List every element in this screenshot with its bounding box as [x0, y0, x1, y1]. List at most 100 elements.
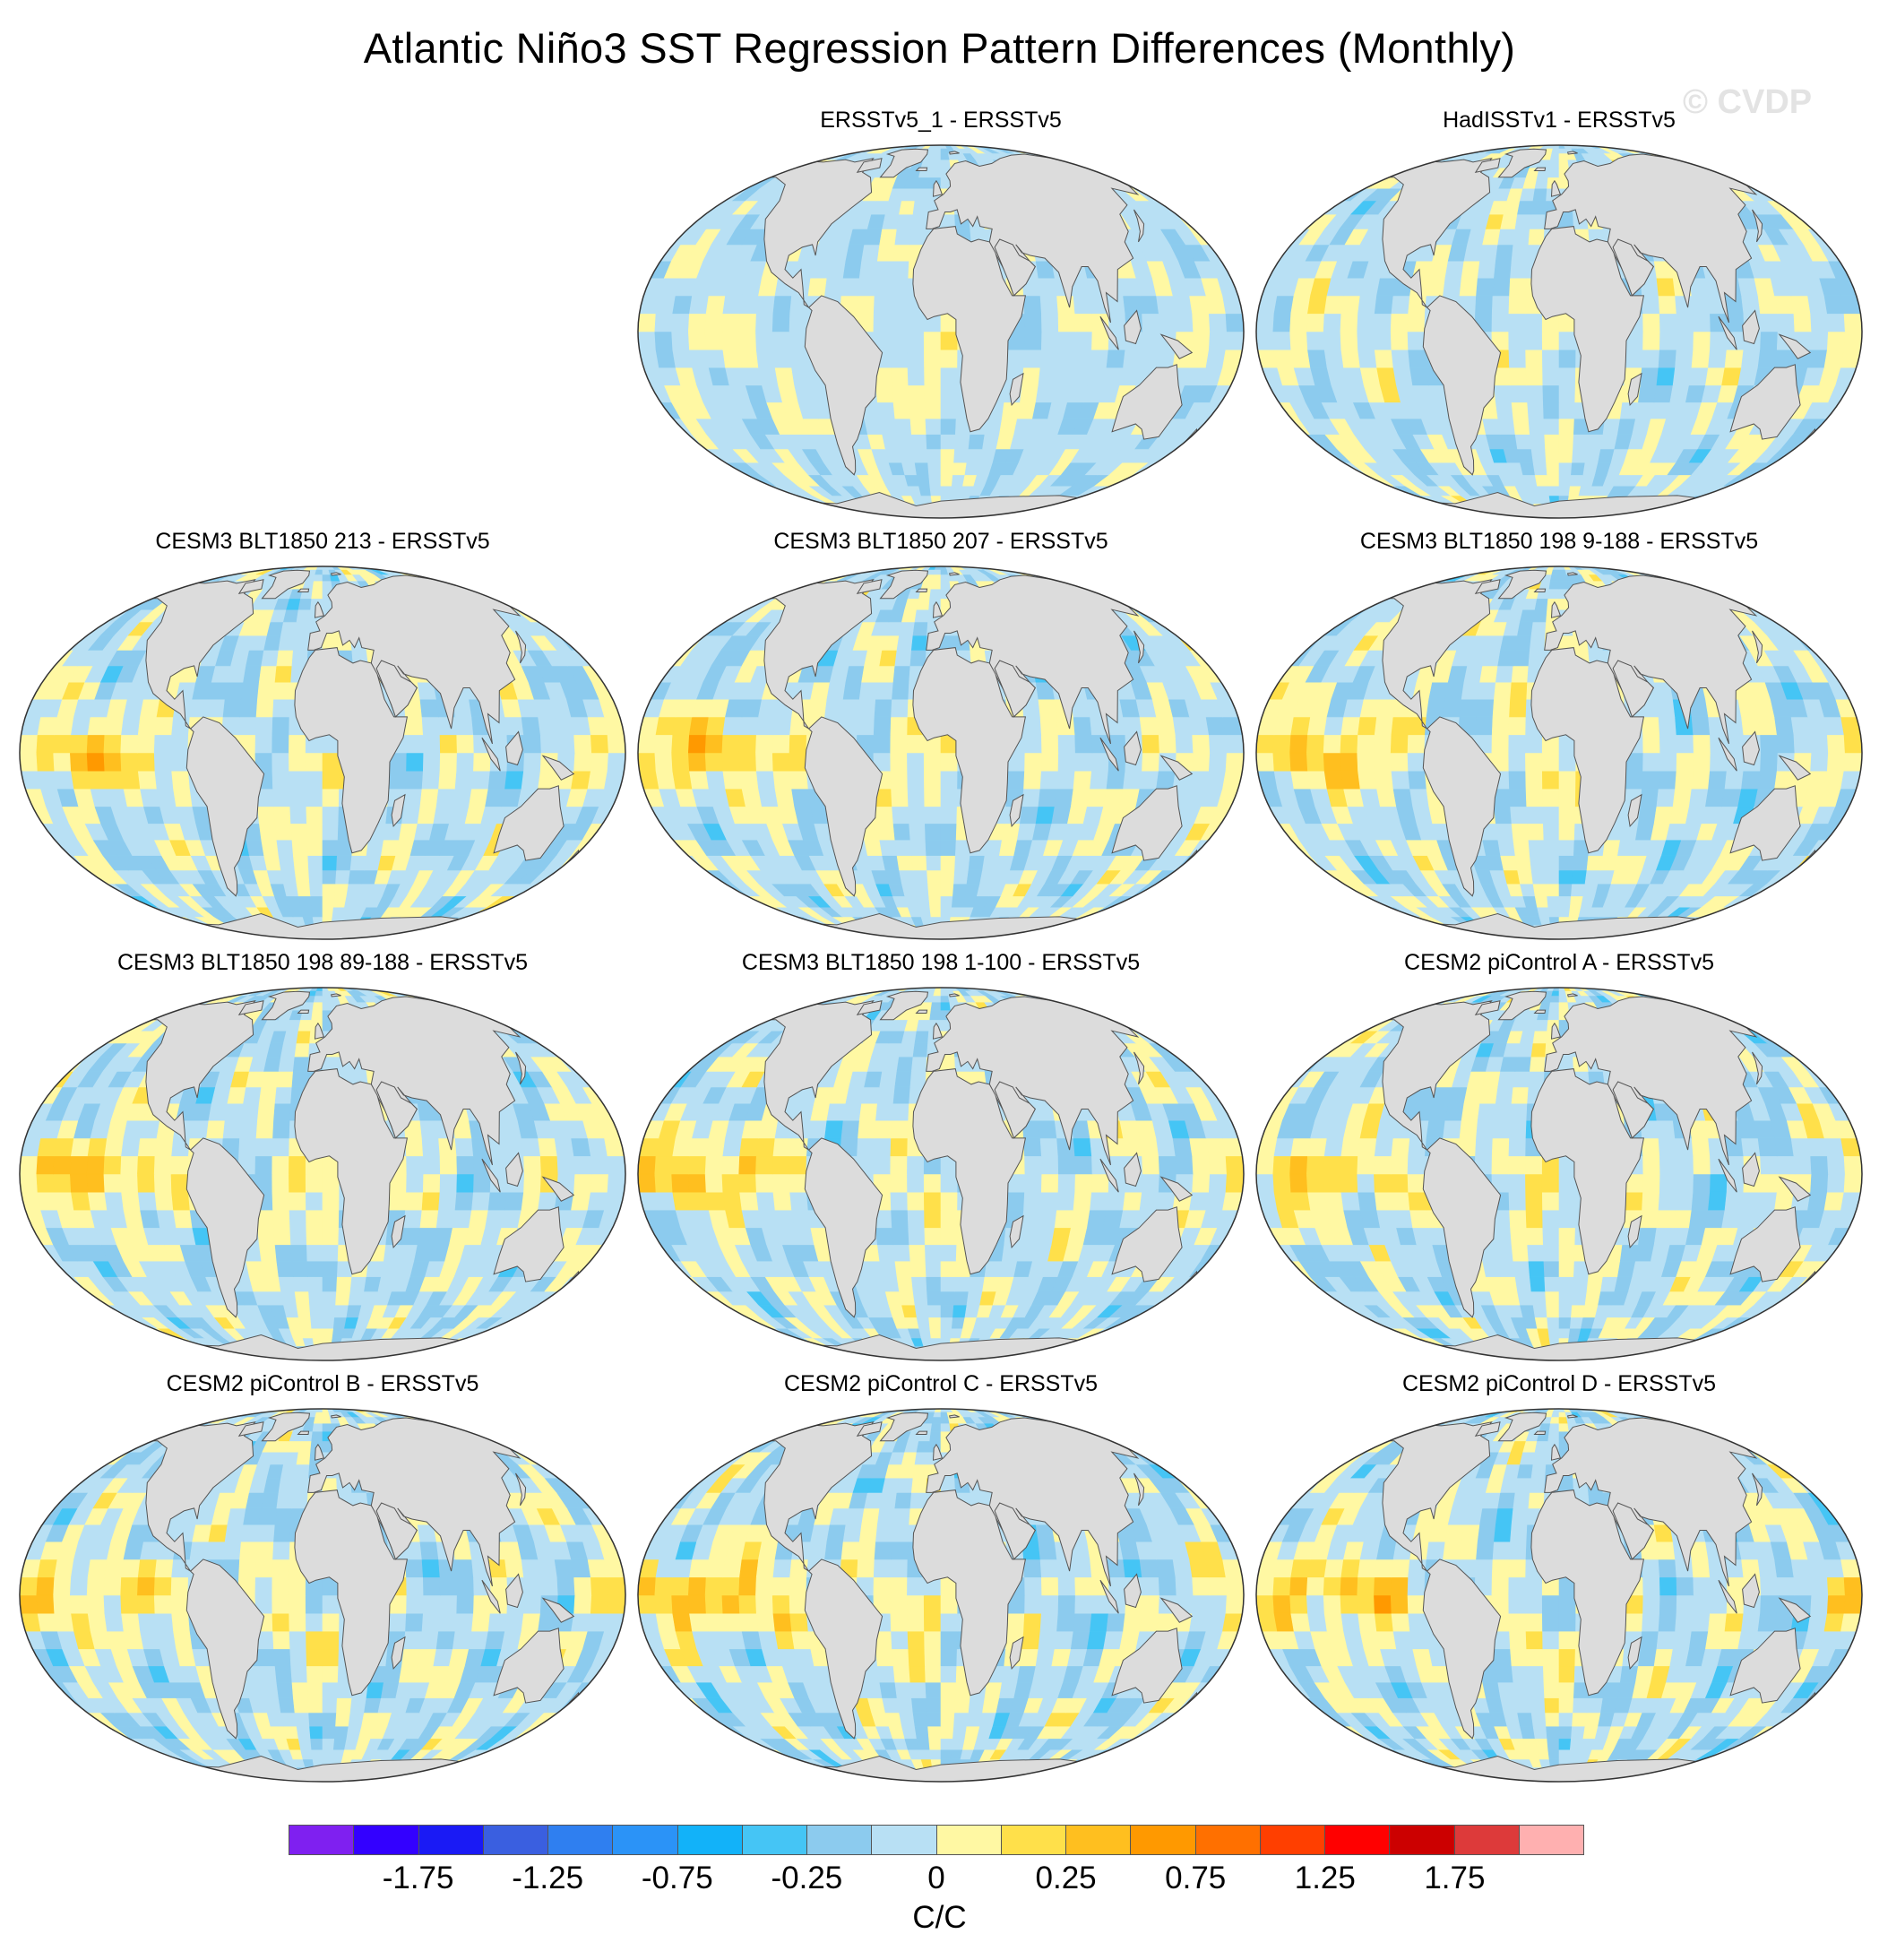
- land-new-guinea: [541, 755, 575, 781]
- land-greenland: [1497, 148, 1547, 178]
- land-baffin: [1474, 1000, 1501, 1016]
- land-iceland: [915, 1430, 928, 1435]
- colorbar-box: [1066, 1826, 1132, 1854]
- land-australia: [1729, 785, 1801, 861]
- colorbar-tick-label: -0.75: [641, 1861, 713, 1895]
- land-british-isles: [932, 600, 944, 618]
- colorbar-box: [418, 1826, 484, 1854]
- world-map: [19, 566, 626, 940]
- land-borneo: [1124, 1152, 1142, 1187]
- land-japan: [1133, 209, 1145, 243]
- land-iceland: [1533, 588, 1547, 592]
- world-map: [1255, 566, 1863, 940]
- land-sumatra: [481, 1579, 501, 1614]
- land-sumatra: [1099, 737, 1119, 772]
- land-australia: [1111, 364, 1183, 440]
- colorbar-tick-label: 1.25: [1294, 1861, 1356, 1895]
- land-sumatra: [1099, 1158, 1119, 1193]
- land-eurasia: [926, 996, 1140, 1166]
- panel-title: CESM2 piControl C - ERSSTv5: [783, 1371, 1099, 1396]
- land-svalbard: [1566, 1414, 1578, 1419]
- land-africa: [294, 1489, 409, 1697]
- land-madagascar: [1009, 793, 1024, 828]
- land-new-guinea: [1778, 1176, 1812, 1202]
- land-africa: [912, 1068, 1027, 1275]
- land-africa: [912, 647, 1027, 854]
- sst-field: [638, 566, 1244, 939]
- land-africa: [912, 226, 1027, 433]
- land-svalbard: [330, 993, 341, 997]
- colorbar-tick-label: -1.25: [512, 1861, 584, 1895]
- world-map: [19, 987, 626, 1361]
- land-svalbard: [330, 572, 341, 576]
- map-panel: CESM3 BLT1850 198 89-188 - ERSSTv5: [9, 950, 636, 1371]
- land-greenland: [1497, 1412, 1547, 1442]
- land-new-guinea: [1159, 755, 1194, 781]
- land-south-america: [804, 1559, 883, 1740]
- land-south-america: [185, 1559, 265, 1740]
- land-eurasia: [1544, 153, 1758, 324]
- land-borneo: [505, 1152, 523, 1187]
- land-borneo: [505, 730, 523, 766]
- world-map: [637, 1408, 1245, 1783]
- land-baffin: [856, 579, 883, 595]
- map-panel: CESM2 piControl C - ERSSTv5: [627, 1371, 1254, 1792]
- land-madagascar: [391, 1636, 406, 1671]
- map-border: [637, 987, 1245, 1361]
- colorbar-box: [1001, 1826, 1066, 1854]
- sst-field: [638, 145, 1244, 518]
- land-borneo: [1124, 730, 1142, 766]
- sst-field: [20, 1409, 625, 1782]
- land-south-america: [185, 716, 265, 897]
- colorbar-box: [742, 1826, 807, 1854]
- land-new-guinea: [541, 1176, 575, 1202]
- land-africa: [294, 647, 409, 854]
- land-japan: [1133, 1472, 1145, 1507]
- land-south-america: [1422, 1559, 1502, 1740]
- land-baffin: [856, 1000, 883, 1016]
- land-arabia: [994, 660, 1036, 718]
- land-arabia: [375, 660, 418, 718]
- land-japan: [1752, 209, 1763, 243]
- sst-field: [20, 988, 625, 1360]
- colorbar-box: [1519, 1826, 1583, 1854]
- land-baffin: [1474, 1421, 1501, 1438]
- land-sumatra: [1099, 1579, 1119, 1614]
- land-eurasia: [1544, 1417, 1758, 1587]
- world-map: [1255, 987, 1863, 1361]
- land-eurasia: [1544, 996, 1758, 1166]
- land-australia: [1729, 364, 1801, 440]
- land-australia: [1111, 1206, 1183, 1282]
- land-eurasia: [926, 153, 1140, 324]
- land-greenland: [1497, 569, 1547, 600]
- land-greenland: [261, 569, 311, 600]
- colorbar-units: C/C: [912, 1900, 967, 1935]
- map-panel: HadISSTv1 - ERSSTv5: [1245, 108, 1873, 529]
- map-border: [637, 1408, 1245, 1783]
- land-madagascar: [391, 793, 406, 828]
- land-svalbard: [1566, 572, 1578, 576]
- land-greenland: [261, 990, 311, 1021]
- land-british-isles: [1550, 179, 1562, 197]
- land-arabia: [994, 238, 1036, 297]
- colorbar-box: [483, 1826, 548, 1854]
- map-border: [19, 987, 626, 1361]
- land-japan: [515, 1051, 527, 1085]
- land-british-isles: [932, 179, 944, 197]
- land-madagascar: [1627, 372, 1642, 407]
- map-border: [637, 566, 1245, 940]
- colorbar-box: [677, 1826, 743, 1854]
- colorbar-box: [936, 1826, 1002, 1854]
- land-british-isles: [1550, 1022, 1562, 1040]
- colorbar-box: [1454, 1826, 1520, 1854]
- land-japan: [1752, 1472, 1763, 1507]
- sst-field: [638, 988, 1244, 1360]
- sst-field: [1256, 145, 1862, 518]
- land-iceland: [297, 1430, 310, 1435]
- land-madagascar: [1009, 1636, 1024, 1671]
- land-baffin: [856, 158, 883, 174]
- land-arabia: [375, 1502, 418, 1560]
- panel-title: CESM2 piControl D - ERSSTv5: [1401, 1371, 1717, 1396]
- world-map: [637, 987, 1245, 1361]
- land-australia: [1111, 1628, 1183, 1704]
